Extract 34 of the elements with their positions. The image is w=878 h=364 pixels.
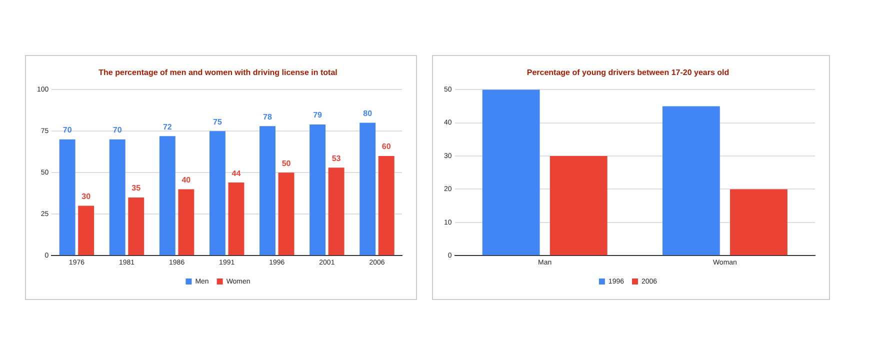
bar [260,126,276,256]
chart-title: The percentage of men and women with driving license in total [98,68,338,78]
bar [109,139,126,256]
bar [662,106,720,256]
bar [730,189,788,256]
bar [59,139,76,256]
data-label: 72 [162,122,172,132]
bar [228,182,244,256]
bar [378,156,394,256]
data-label: 79 [313,110,323,120]
bar [128,198,144,256]
chart-title: Percentage of young drivers between 17-20 years old [526,68,730,78]
data-label: 70 [62,126,72,135]
data-label: 50 [282,158,292,168]
data-label: 70 [112,126,122,135]
bar [278,172,294,256]
bar [178,189,194,256]
data-label: 40 [182,175,192,184]
bar [78,206,94,256]
bar [209,131,226,256]
data-label: 53 [332,154,342,163]
bar [482,90,540,256]
bar [159,136,176,256]
data-label: 44 [232,168,242,178]
data-label: 35 [132,184,142,193]
data-label: 60 [382,142,392,152]
bar [328,168,344,256]
data-label: 75 [213,117,222,126]
data-label: 80 [363,109,373,118]
bar [550,156,608,256]
bar [310,124,326,256]
bar [360,122,376,256]
data-label: 78 [263,112,272,122]
data-label: 30 [82,192,92,202]
